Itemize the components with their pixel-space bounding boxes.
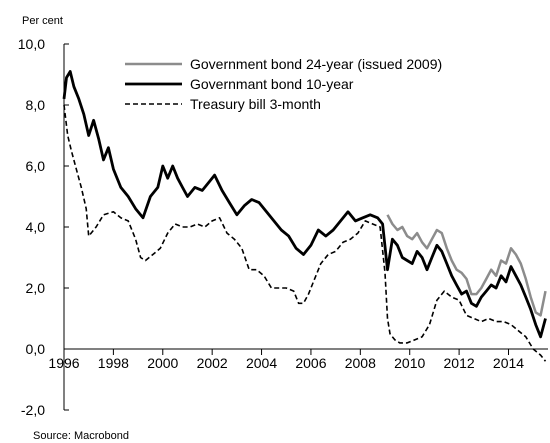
x-tick-label: 2008 [345, 355, 376, 371]
x-axis: 1996 1998 2000 2002 2004 2006 2008 2010 2012 2014 [48, 348, 548, 371]
legend-label-1: Government bond 24-year (issued 2009) [190, 56, 442, 72]
x-tick-label: 2014 [493, 355, 524, 371]
x-tick-label: 2006 [295, 355, 326, 371]
y-tick-label: 0,0 [26, 341, 46, 357]
series-line-1 [386, 214, 547, 317]
legend-label-3: Treasury bill 3-month [190, 96, 321, 112]
series-line-2 [62, 70, 547, 339]
source-note: Source: Macrobond [33, 430, 129, 442]
y-axis: -2,0 0,0 2,0 4,0 6,0 8,0 10,0 [18, 36, 69, 418]
series-layer [62, 70, 547, 362]
x-tick-label: 2010 [394, 355, 425, 371]
legend: Government bond 24-year (issued 2009) Gov… [125, 56, 442, 112]
series-line-3 [63, 104, 547, 362]
x-tick-label: 1998 [98, 355, 129, 371]
x-tick-label: 2002 [197, 355, 228, 371]
y-axis-title: Per cent [22, 15, 63, 27]
y-tick-label: 4,0 [26, 219, 46, 235]
y-tick-label: 8,0 [26, 97, 46, 113]
y-tick-label: -2,0 [21, 402, 45, 418]
legend-label-2: Governmant bond 10-year [190, 76, 354, 92]
x-tick-label: 1996 [48, 355, 79, 371]
x-tick-label: 2012 [444, 355, 475, 371]
x-tick-label: 2004 [246, 355, 277, 371]
y-tick-label: 10,0 [18, 36, 45, 52]
y-tick-label: 2,0 [26, 280, 46, 296]
y-tick-label: 6,0 [26, 158, 46, 174]
x-tick-label: 2000 [147, 355, 178, 371]
